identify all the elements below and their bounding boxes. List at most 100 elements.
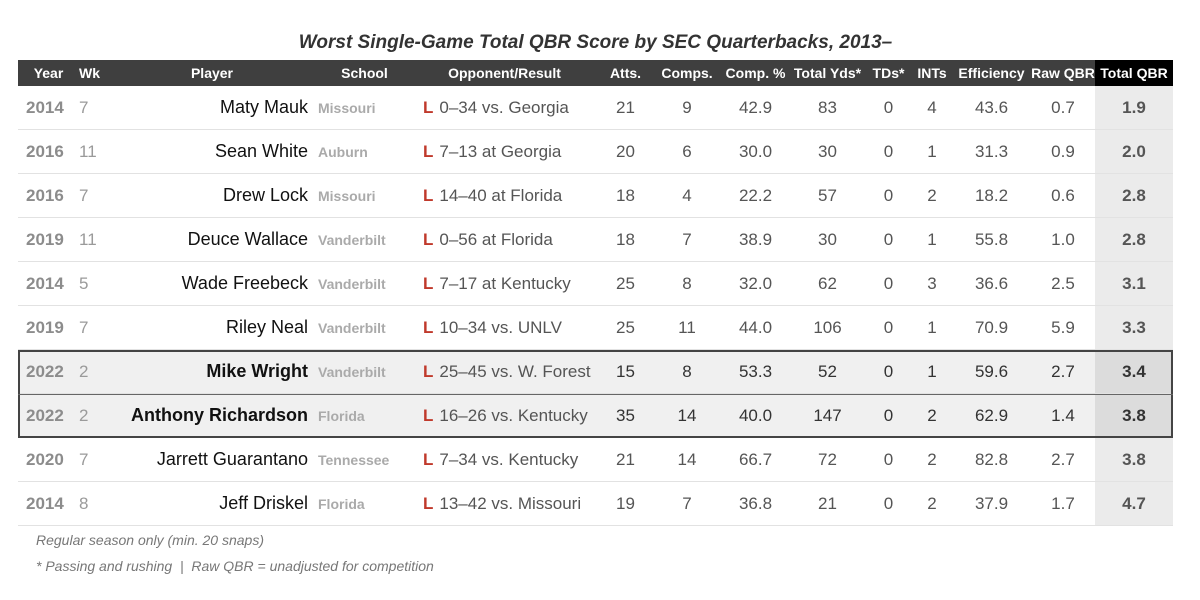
total-qbr-cell: 3.4 [1095,349,1173,394]
result-marker: L [423,493,434,513]
atts-cell: 19 [598,481,653,526]
comp-pct-cell: 42.9 [721,86,790,130]
opponent-text: 13–42 vs. Missouri [439,493,582,513]
total-yds-cell: 30 [790,217,865,262]
opponent-result-cell: L 25–45 vs. W. Forest [411,349,598,394]
school-cell: Vanderbilt [318,261,411,306]
total-yds-cell: 57 [790,173,865,218]
atts-cell: 20 [598,129,653,174]
comps-cell: 8 [653,349,721,394]
week-cell: 8 [79,481,106,526]
raw-qbr-cell: 1.7 [1031,481,1095,526]
year-cell: 2019 [18,217,79,262]
school-cell: Vanderbilt [318,217,411,262]
week-cell: 7 [79,437,106,482]
total-yds-cell: 62 [790,261,865,306]
footnote-legend: * Passing and rushing | Raw QBR = unadju… [36,558,434,574]
efficiency-cell: 43.6 [952,86,1031,130]
comps-cell: 9 [653,86,721,130]
total-qbr-cell: 4.7 [1095,481,1173,526]
player-cell: Sean White [106,129,318,174]
year-cell: 2014 [18,261,79,306]
efficiency-cell: 37.9 [952,481,1031,526]
efficiency-cell: 18.2 [952,173,1031,218]
raw-qbr-cell: 0.6 [1031,173,1095,218]
week-cell: 7 [79,305,106,350]
total-qbr-cell: 3.8 [1095,437,1173,482]
tds-cell: 0 [865,261,912,306]
ints-cell: 3 [912,261,952,306]
tds-cell: 0 [865,437,912,482]
col-header-ints: INTs [912,60,952,86]
opponent-text: 14–40 at Florida [439,185,563,205]
week-cell: 5 [79,261,106,306]
result-marker: L [423,449,434,469]
player-cell: Deuce Wallace [106,217,318,262]
total-yds-cell: 147 [790,393,865,438]
table-body: 2014 7 Maty Mauk Missouri L 0–34 vs. Georgia 2… [18,86,1173,526]
total-yds-cell: 21 [790,481,865,526]
col-header-efficiency: Efficiency [952,60,1031,86]
efficiency-cell: 55.8 [952,217,1031,262]
table-row: 2016 11 Sean White Auburn L 7–13 at Georgia 20… [18,129,1173,174]
total-qbr-cell: 3.8 [1095,393,1173,438]
tds-cell: 0 [865,129,912,174]
ints-cell: 2 [912,481,952,526]
raw-qbr-cell: 0.9 [1031,129,1095,174]
opponent-text: 7–17 at Kentucky [439,273,571,293]
total-qbr-cell: 3.1 [1095,261,1173,306]
total-qbr-cell: 2.0 [1095,129,1173,174]
table-row: 2022 2 Anthony Richardson Florida L 16–26 vs.… [18,393,1173,438]
table-row: 2014 5 Wade Freebeck Vanderbilt L 7–17 at Ken… [18,261,1173,306]
tds-cell: 0 [865,173,912,218]
comp-pct-cell: 53.3 [721,349,790,394]
header-row: Year Wk Player School Opponent/Result At… [18,60,1173,86]
col-header-wk: Wk [79,60,106,86]
table-row: 2016 7 Drew Lock Missouri L 14–40 at Florida 1… [18,173,1173,218]
year-cell: 2022 [18,349,79,394]
year-cell: 2014 [18,86,79,130]
col-header-raw-qbr: Raw QBR [1031,60,1095,86]
result-marker: L [423,141,434,161]
raw-qbr-cell: 1.0 [1031,217,1095,262]
week-cell: 7 [79,173,106,218]
chart-title: Worst Single-Game Total QBR Score by SEC… [298,32,893,53]
total-yds-cell: 83 [790,86,865,130]
result-marker: L [423,317,434,337]
comps-cell: 6 [653,129,721,174]
atts-cell: 21 [598,86,653,130]
comp-pct-cell: 66.7 [721,437,790,482]
ints-cell: 1 [912,305,952,350]
raw-qbr-cell: 2.7 [1031,349,1095,394]
school-cell: Auburn [318,129,411,174]
col-header-player: Player [106,60,318,86]
player-cell: Mike Wright [106,349,318,394]
opponent-text: 0–56 at Florida [439,229,553,249]
comps-cell: 14 [653,437,721,482]
efficiency-cell: 31.3 [952,129,1031,174]
year-cell: 2020 [18,437,79,482]
total-yds-cell: 72 [790,437,865,482]
raw-qbr-cell: 2.5 [1031,261,1095,306]
player-cell: Jeff Driskel [106,481,318,526]
col-header-total-yds: Total Yds* [790,60,865,86]
comp-pct-cell: 44.0 [721,305,790,350]
total-yds-cell: 52 [790,349,865,394]
ints-cell: 4 [912,86,952,130]
result-marker: L [423,405,434,425]
opponent-result-cell: L 16–26 vs. Kentucky [411,393,598,438]
comps-cell: 8 [653,261,721,306]
comp-pct-cell: 40.0 [721,393,790,438]
comp-pct-cell: 30.0 [721,129,790,174]
comp-pct-cell: 32.0 [721,261,790,306]
efficiency-cell: 36.6 [952,261,1031,306]
year-cell: 2016 [18,129,79,174]
opponent-result-cell: L 7–17 at Kentucky [411,261,598,306]
comps-cell: 4 [653,173,721,218]
ints-cell: 2 [912,173,952,218]
ints-cell: 1 [912,217,952,262]
raw-qbr-cell: 5.9 [1031,305,1095,350]
ints-cell: 2 [912,437,952,482]
tds-cell: 0 [865,86,912,130]
comp-pct-cell: 38.9 [721,217,790,262]
